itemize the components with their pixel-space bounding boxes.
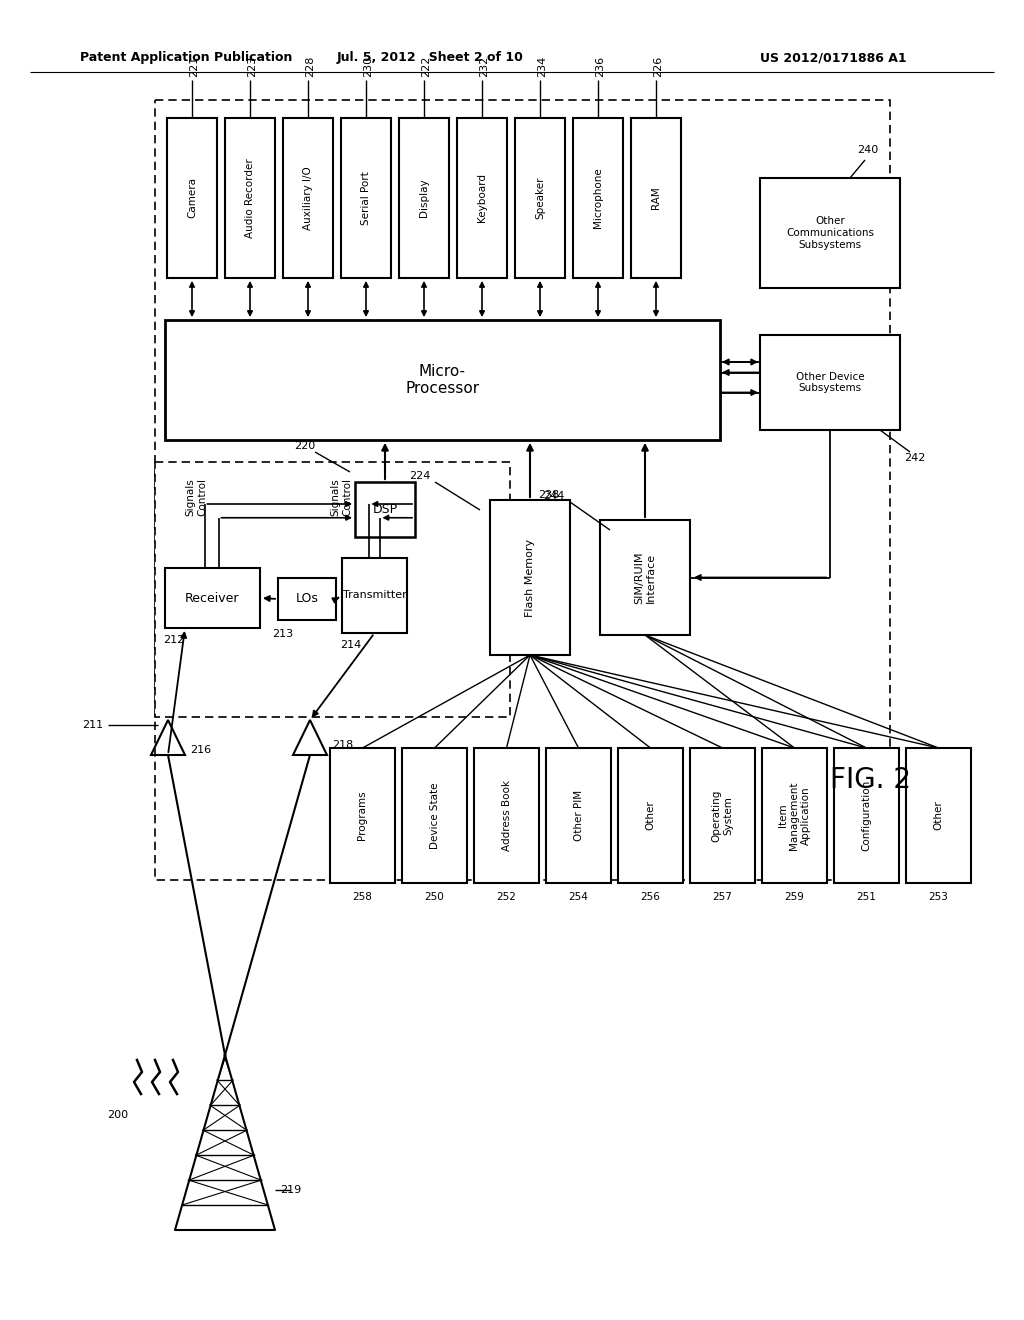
Text: 214: 214 (340, 640, 361, 649)
Text: 216: 216 (190, 744, 211, 755)
Text: 228: 228 (305, 55, 315, 77)
Bar (342, 558, 407, 634)
Bar (330, 748, 395, 883)
Bar (355, 482, 415, 537)
Bar (283, 117, 333, 279)
Text: 242: 242 (904, 453, 926, 463)
Text: Other
Communications
Subsystems: Other Communications Subsystems (786, 216, 874, 249)
Text: Other Device
Subsystems: Other Device Subsystems (796, 372, 864, 393)
Bar (573, 117, 623, 279)
Text: 254: 254 (568, 892, 589, 902)
Bar (165, 568, 260, 628)
Text: RAM: RAM (651, 186, 662, 210)
Text: 259: 259 (784, 892, 805, 902)
Text: Keyboard: Keyboard (477, 173, 487, 223)
Text: 257: 257 (713, 892, 732, 902)
Bar (155, 462, 510, 717)
Text: Item
Management
Application: Item Management Application (778, 781, 811, 850)
Text: Flash Memory: Flash Memory (525, 539, 535, 616)
Text: 222: 222 (421, 55, 431, 77)
Text: Patent Application Publication: Patent Application Publication (80, 51, 293, 65)
Text: Operating
System: Operating System (712, 789, 733, 842)
Text: SIM/RUIM
Interface: SIM/RUIM Interface (634, 552, 655, 603)
Bar (690, 748, 755, 883)
Text: 213: 213 (272, 630, 294, 639)
Bar (515, 117, 565, 279)
Bar (762, 748, 827, 883)
Text: 211: 211 (82, 719, 103, 730)
Bar (341, 117, 391, 279)
Text: Other: Other (645, 801, 655, 830)
Text: Speaker: Speaker (535, 177, 545, 219)
Text: DSP: DSP (373, 503, 397, 516)
Text: 212: 212 (163, 635, 184, 645)
Bar (225, 117, 275, 279)
Text: Microphone: Microphone (593, 168, 603, 228)
Text: Other: Other (934, 801, 943, 830)
Text: 230: 230 (362, 55, 373, 77)
Text: 236: 236 (595, 55, 605, 77)
Text: 223: 223 (247, 55, 257, 77)
Text: Device State: Device State (429, 783, 439, 849)
Bar (760, 178, 900, 288)
Text: Control: Control (342, 478, 352, 516)
Text: US 2012/0171886 A1: US 2012/0171886 A1 (760, 51, 906, 65)
Bar (631, 117, 681, 279)
Text: 226: 226 (653, 55, 663, 77)
Text: Transmitter: Transmitter (343, 590, 407, 601)
Text: 219: 219 (280, 1185, 301, 1195)
Text: Serial Port: Serial Port (361, 172, 371, 224)
Text: 238: 238 (538, 490, 559, 500)
Bar (906, 748, 971, 883)
Text: 244: 244 (544, 491, 565, 502)
Bar (457, 117, 507, 279)
Text: LOs: LOs (296, 593, 318, 606)
Bar (399, 117, 449, 279)
Bar (760, 335, 900, 430)
Text: FIG. 2: FIG. 2 (829, 766, 910, 795)
Text: Receiver: Receiver (185, 591, 240, 605)
Bar (167, 117, 217, 279)
Text: 232: 232 (479, 55, 489, 77)
Bar (155, 100, 890, 880)
Text: 200: 200 (108, 1110, 129, 1119)
Bar (834, 748, 899, 883)
Bar (474, 748, 539, 883)
Text: Programs: Programs (357, 791, 368, 841)
Text: 250: 250 (425, 892, 444, 902)
Text: 253: 253 (929, 892, 948, 902)
Text: 218: 218 (332, 741, 353, 750)
Bar (278, 578, 336, 620)
Text: 234: 234 (537, 55, 547, 77)
Text: Audio Recorder: Audio Recorder (245, 158, 255, 238)
Text: Signals: Signals (330, 478, 340, 516)
Text: Jul. 5, 2012   Sheet 2 of 10: Jul. 5, 2012 Sheet 2 of 10 (337, 51, 523, 65)
Text: 256: 256 (641, 892, 660, 902)
Text: 251: 251 (856, 892, 877, 902)
Text: Display: Display (419, 178, 429, 218)
Text: 252: 252 (497, 892, 516, 902)
Bar (546, 748, 611, 883)
Bar (600, 520, 690, 635)
Text: Control: Control (197, 478, 207, 516)
Bar (165, 319, 720, 440)
Bar (490, 500, 570, 655)
Text: 258: 258 (352, 892, 373, 902)
Text: Signals: Signals (185, 478, 195, 516)
Text: 221: 221 (189, 55, 199, 77)
Text: 220: 220 (294, 441, 315, 451)
Text: Auxiliary I/O: Auxiliary I/O (303, 166, 313, 230)
Text: 224: 224 (409, 471, 430, 480)
Bar (402, 748, 467, 883)
Text: Camera: Camera (187, 177, 197, 219)
Text: Micro-
Processor: Micro- Processor (406, 364, 479, 396)
Text: 240: 240 (857, 145, 879, 154)
Bar (618, 748, 683, 883)
Text: Other PIM: Other PIM (573, 789, 584, 841)
Text: Address Book: Address Book (502, 780, 512, 851)
Text: Configuration: Configuration (861, 780, 871, 851)
